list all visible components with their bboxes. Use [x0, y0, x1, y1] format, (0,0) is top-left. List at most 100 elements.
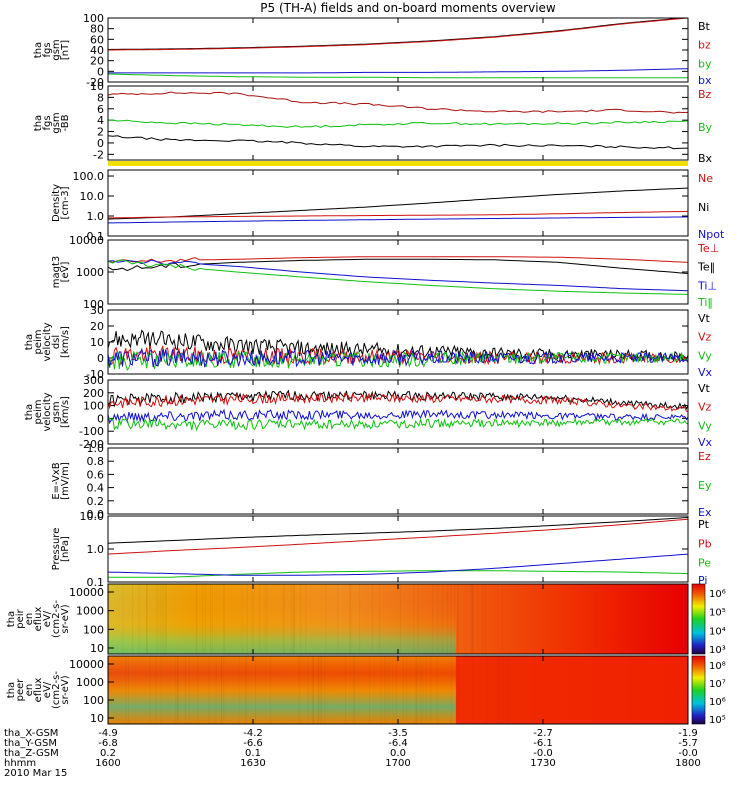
panel-fgsbb-ylabel: gsm	[51, 112, 62, 133]
spec-peer-texture	[368, 656, 370, 724]
spec-peer-texture	[402, 656, 404, 724]
spec-peir-texture	[293, 584, 295, 654]
figure-title: P5 (TH-A) fields and on-board moments ov…	[260, 1, 556, 15]
ephem-row-label: tha_X-GSM	[4, 728, 58, 739]
ephem-row-label: tha_Z-GSM	[4, 748, 59, 759]
spec-peer-texture	[450, 656, 452, 724]
panel-pressure-ytick-label: 1.0	[87, 543, 105, 556]
panel-fgs-legend-Bt: Bt	[698, 20, 711, 33]
spec-peir-ylabel: tha	[6, 611, 17, 627]
panel-mag-series-Ti‖	[108, 259, 688, 295]
panel-fgs-ytick-label: 20	[90, 55, 104, 68]
spec-peer-ytick-label: 1000	[76, 676, 104, 689]
ephem-value: -6.6	[243, 738, 263, 749]
panel-fgs-legend-by: by	[698, 57, 712, 70]
panel-vgsm-series-Vz	[108, 391, 688, 412]
spec-peer-texture	[354, 656, 356, 724]
panel-vdsl-ytick-label: -10	[86, 368, 104, 381]
spec-peir-overlay	[108, 584, 456, 654]
panel-fgsbb-legend-Bx: Bx	[698, 152, 713, 165]
panel-pressure-ytick-label: 10.0	[80, 510, 105, 523]
spec-peir-texture	[252, 584, 254, 654]
spec-peir-texture	[202, 584, 204, 654]
panel-fgsbb-series-By	[108, 119, 688, 128]
panel-vdsl-ylabel: dsl	[51, 335, 62, 349]
spec-peir-texture	[337, 584, 339, 654]
panel-vgsm-ylabel: gsm	[51, 401, 62, 422]
spec-peir-texture	[350, 584, 352, 654]
spec-peer-texture	[208, 656, 210, 724]
panel-density-ylabel: [cm-3]	[60, 186, 71, 219]
panel-exb-ytick-label: 0.8	[87, 455, 105, 468]
spec-peir-texture	[450, 584, 452, 654]
panel-fgs-series-bx	[108, 68, 688, 74]
panel-vdsl-ytick-label: 20	[90, 320, 104, 333]
spec-peir-texture	[471, 584, 473, 654]
panel-vgsm-ytick-label: 300	[83, 374, 104, 387]
ephem-value: 1730	[530, 758, 555, 769]
spec-peer-ylabel: peer	[15, 678, 26, 702]
panel-density-ytick-label: 1.0	[87, 210, 105, 223]
spec-peer-ytick-label: 10000	[69, 658, 104, 671]
spec-peir-ytick-label: 1000	[76, 605, 104, 618]
ephem-value: -6.1	[533, 738, 553, 749]
spec-peir-texture	[264, 584, 266, 654]
spec-peer-texture	[421, 656, 423, 724]
spec-peir-texture	[454, 584, 456, 654]
panel-pressure-plot-area	[108, 517, 688, 578]
panel-fgs-series-bz	[108, 18, 688, 51]
spec-peer-texture	[416, 656, 418, 724]
spec-peer-texture	[416, 656, 418, 724]
panel-vgsm-legend-Vy: Vy	[698, 419, 712, 432]
panel-mag-ytick-label: 1000	[76, 266, 104, 279]
spec-peir-texture	[204, 584, 206, 654]
panel-mag-ytick-label: 100	[83, 298, 104, 311]
spec-peer-texture	[312, 656, 314, 724]
panel-exb-ylabel: E=-VxB	[51, 462, 62, 499]
spec-peer-ylabel: sr-eV)	[60, 675, 71, 704]
spec-peir-texture	[241, 584, 243, 654]
spec-peir-texture	[485, 584, 487, 654]
spec-peir-ytick-label: 10	[90, 642, 104, 655]
spec-peer-texture	[458, 656, 460, 724]
spec-peer-texture	[385, 656, 387, 724]
ephem-row-label: tha_Y-GSM	[4, 738, 57, 749]
panel-exb-ytick-label: 0.4	[87, 482, 105, 495]
spec-peer-colorbar-label: 10⁷	[709, 679, 726, 690]
spec-peir-colorbar-label: 10⁶	[709, 589, 726, 600]
spec-peir-colorbar	[691, 583, 706, 655]
panel-pressure-series-Pt	[108, 517, 688, 544]
panel-vgsm-ytick-label: 200	[83, 387, 104, 400]
panel-vgsm-series-Vy	[108, 417, 688, 432]
panel-vdsl-ylabel: velocity	[42, 322, 53, 361]
panel-vgsm-legend-Vt: Vt	[698, 382, 711, 395]
spec-peer-texture	[353, 656, 355, 724]
spec-peer-texture	[502, 656, 504, 724]
panel-pressure-series-Pb	[108, 518, 688, 555]
spec-peer-texture	[298, 656, 300, 724]
spec-peer-texture	[380, 656, 382, 724]
spec-peer-texture	[436, 656, 438, 724]
panel-fgsbb-ytick-label: 10	[90, 80, 104, 93]
panel-vgsm-ylabel: velocity	[42, 392, 53, 431]
panel-fgs-ytick-label: 100	[83, 12, 104, 25]
spec-peir-texture	[155, 584, 157, 654]
spec-peer-texture	[324, 656, 326, 724]
panel-vgsm-ytick-label: -100	[79, 425, 104, 438]
panel-fgs-ytick-label: 40	[90, 44, 104, 57]
panel-pressure-ytick-label: 0.1	[87, 576, 105, 589]
spec-peer-texture	[238, 656, 240, 724]
panel-density-series-Npot	[108, 216, 688, 224]
ephem-value: 0.1	[245, 748, 261, 759]
panel-vgsm-series-Vt	[108, 389, 688, 411]
panel-exb-ytick-label: 0.2	[87, 495, 105, 508]
panel-density-ylabel: Density	[51, 184, 62, 222]
panel-pressure-series-Pi	[108, 553, 688, 576]
spec-peer-texture	[215, 656, 217, 724]
spec-peer-texture	[414, 656, 416, 724]
panel-pressure-legend-Pb: Pb	[698, 537, 712, 550]
fgs-quality-bar	[108, 161, 688, 166]
spec-peer-texture	[269, 656, 271, 724]
panel-density-series-Ne	[108, 210, 688, 219]
panels-group: 100806040200-20thafgsgsm[nT]Btbzbybx1086…	[6, 12, 726, 726]
